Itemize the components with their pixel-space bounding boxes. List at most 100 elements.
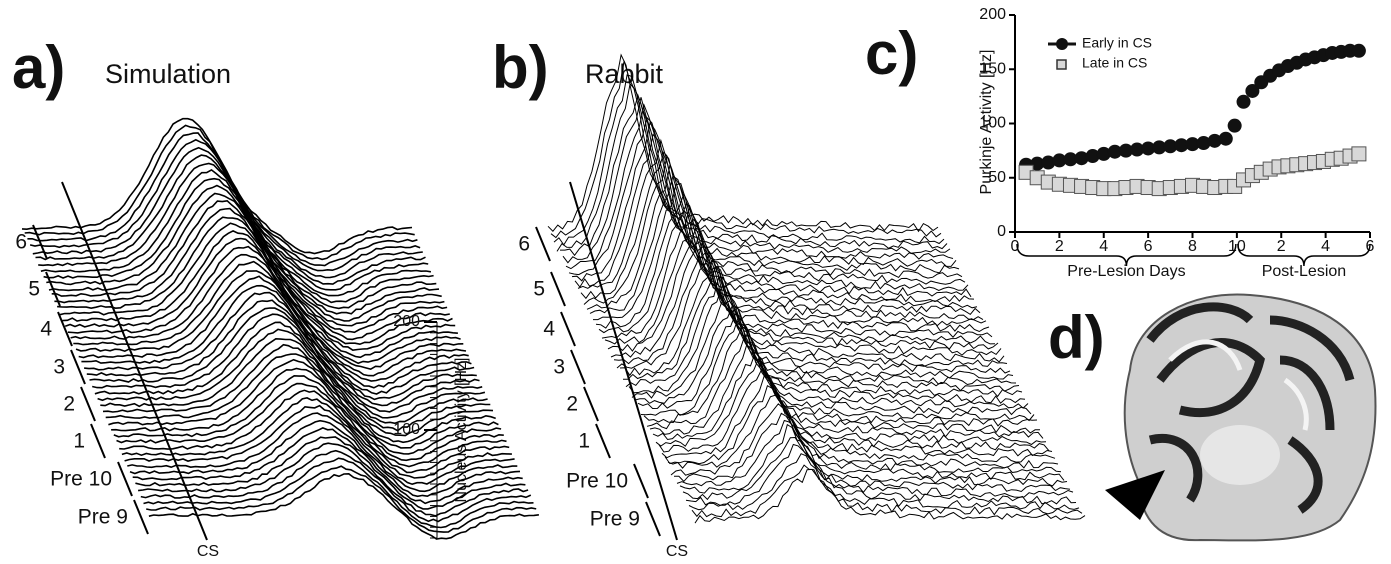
trace xyxy=(135,436,526,510)
row-label: 6 xyxy=(15,231,27,254)
trace xyxy=(586,163,978,310)
trace xyxy=(646,335,1038,430)
trace xyxy=(607,227,999,352)
trace xyxy=(574,133,966,288)
group-label: Post-Lesion xyxy=(1262,263,1347,280)
trace xyxy=(21,117,413,255)
point xyxy=(1351,43,1366,58)
trace xyxy=(24,124,415,261)
point xyxy=(1130,142,1145,157)
row-bracket xyxy=(133,499,149,535)
trace xyxy=(70,253,461,365)
trace xyxy=(75,270,467,377)
row-bracket xyxy=(57,311,73,347)
x-tick-label: 10 xyxy=(1228,238,1246,255)
panel-label: c) xyxy=(865,20,918,87)
row-label: 3 xyxy=(553,356,565,379)
trace xyxy=(550,60,942,239)
trace xyxy=(604,218,996,345)
legend-label: Early in CS xyxy=(1082,35,1152,51)
panel-label: b) xyxy=(492,34,549,101)
trace xyxy=(121,397,512,479)
trace xyxy=(589,175,981,316)
trace xyxy=(676,419,1068,487)
trace xyxy=(556,82,948,252)
trace xyxy=(580,151,972,300)
x-tick-label: 2 xyxy=(1055,238,1064,255)
point xyxy=(1351,146,1367,162)
point xyxy=(1163,139,1178,154)
trace xyxy=(577,138,969,292)
row-label: Pre 10 xyxy=(566,470,628,493)
trace xyxy=(595,192,987,329)
trace xyxy=(637,313,1029,410)
legend-label: Late in CS xyxy=(1082,55,1147,71)
trace xyxy=(138,442,529,517)
trace xyxy=(94,321,486,419)
trace xyxy=(664,384,1056,465)
point xyxy=(1052,153,1067,168)
trace xyxy=(146,465,537,533)
x-tick-label: 4 xyxy=(1321,238,1330,255)
trace xyxy=(59,222,450,341)
trace xyxy=(679,423,1071,494)
trace xyxy=(113,374,504,462)
x-tick-label: 8 xyxy=(1188,238,1197,255)
trace xyxy=(631,293,1023,399)
trace xyxy=(64,237,456,352)
group-brace xyxy=(1237,243,1371,267)
row-label: 5 xyxy=(533,278,545,301)
row-bracket xyxy=(560,311,576,347)
cs-label: CS xyxy=(197,543,219,560)
panel-label: a) xyxy=(12,34,65,101)
row-label: 2 xyxy=(566,393,578,416)
y-tick-label: 50 xyxy=(988,169,1006,186)
trace xyxy=(694,468,1086,524)
point xyxy=(1196,136,1211,151)
trace xyxy=(682,436,1074,501)
trace xyxy=(92,313,483,413)
trace xyxy=(108,358,499,449)
row-bracket xyxy=(535,226,551,262)
trace xyxy=(143,457,534,529)
row-bracket xyxy=(570,349,586,385)
point xyxy=(1227,118,1242,133)
y-tick-label: 100 xyxy=(979,115,1006,132)
trace xyxy=(625,276,1017,388)
trace xyxy=(593,183,984,321)
y-tick-label: 200 xyxy=(979,6,1006,23)
row-bracket xyxy=(633,463,649,499)
point xyxy=(1118,143,1133,158)
trace xyxy=(78,275,469,382)
row-label: Pre 9 xyxy=(590,508,640,531)
point xyxy=(1245,83,1260,98)
trace xyxy=(649,341,1041,435)
point xyxy=(1030,156,1045,171)
trace xyxy=(655,358,1047,447)
row-label: Pre 9 xyxy=(78,506,128,529)
row-bracket xyxy=(550,271,566,307)
trace xyxy=(613,243,1005,365)
brain-section xyxy=(1105,293,1377,542)
cs-line xyxy=(61,181,208,541)
trace xyxy=(619,258,1011,377)
trace xyxy=(560,93,951,257)
row-label: 3 xyxy=(53,356,65,379)
point xyxy=(1063,152,1078,167)
trace xyxy=(628,286,1020,394)
trace xyxy=(565,103,957,270)
trace xyxy=(73,260,464,371)
row-label: 2 xyxy=(63,393,75,416)
trace xyxy=(62,230,453,346)
trace xyxy=(670,403,1062,476)
row-bracket xyxy=(583,386,599,422)
point xyxy=(1218,131,1233,146)
y-tick-label: 0 xyxy=(997,223,1006,240)
trace xyxy=(643,326,1035,424)
trace xyxy=(148,472,539,540)
trace xyxy=(598,201,990,334)
trace xyxy=(86,299,477,401)
x-tick-label: 2 xyxy=(1277,238,1286,255)
trace xyxy=(658,369,1050,453)
tick-label: 200 xyxy=(393,313,420,330)
